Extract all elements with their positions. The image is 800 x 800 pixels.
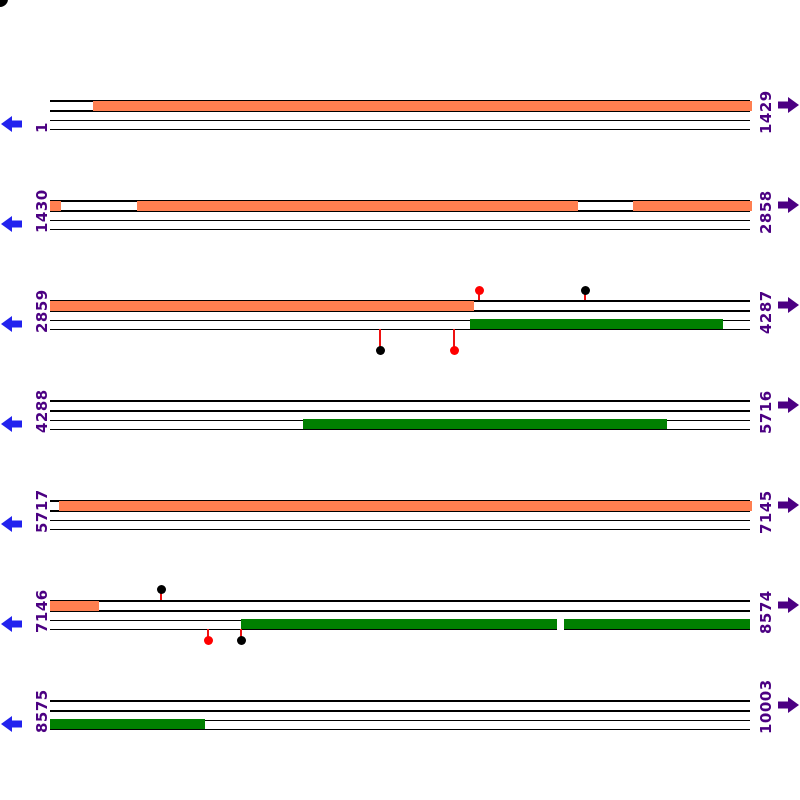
reverse-strand-feature — [470, 319, 723, 329]
forward-strand-feature — [50, 200, 61, 211]
fragment-start-label: 2859 — [33, 289, 51, 333]
site-marker-dot — [203, 635, 213, 645]
track-line — [50, 728, 750, 730]
site-marker-dot — [474, 285, 484, 295]
left-strand-arrow-icon — [1, 116, 22, 132]
fragment-end-label: 2858 — [757, 190, 775, 234]
right-strand-arrow-icon — [778, 297, 799, 313]
site-marker-dot — [156, 584, 166, 594]
right-strand-arrow-icon — [778, 497, 799, 513]
feature-separator — [557, 618, 564, 630]
track-line — [50, 510, 750, 512]
right-strand-arrow-icon — [778, 197, 799, 213]
track-line — [50, 428, 750, 430]
right-strand-arrow-icon — [778, 97, 799, 113]
track-line — [50, 228, 750, 230]
fragment-end-label: 8574 — [757, 590, 775, 634]
track-line — [50, 119, 750, 121]
track-line — [50, 410, 750, 412]
left-strand-arrow-icon — [1, 416, 22, 432]
site-marker-stem — [379, 329, 381, 350]
reverse-strand-feature — [303, 419, 667, 429]
reverse-strand-feature — [241, 619, 750, 629]
forward-strand-feature — [59, 500, 752, 511]
forward-strand-feature — [137, 200, 578, 211]
site-marker-dot — [375, 345, 385, 355]
forward-strand-feature — [50, 600, 99, 611]
track-line — [50, 310, 750, 312]
fragment-end-label: 10003 — [757, 679, 775, 734]
track-line — [50, 719, 750, 721]
fragment-start-label: 5717 — [33, 489, 51, 533]
site-marker-stem — [584, 290, 586, 300]
site-marker-stem — [207, 629, 209, 640]
track-line — [50, 210, 750, 212]
fragment-start-label: 7146 — [33, 589, 51, 633]
track-line — [50, 610, 750, 612]
fragment-start-label: 1 — [33, 122, 51, 133]
track-line — [50, 519, 750, 521]
site-marker-stem — [240, 629, 242, 640]
site-marker-stem — [453, 329, 455, 350]
track-line — [50, 710, 750, 712]
track-line — [50, 319, 750, 321]
track-line — [50, 128, 750, 130]
site-marker-stem — [160, 589, 162, 600]
right-strand-arrow-icon — [778, 397, 799, 413]
site-marker-dot — [580, 285, 590, 295]
track-line — [50, 328, 750, 330]
site-marker-dot — [449, 345, 459, 355]
left-strand-arrow-icon — [1, 216, 22, 232]
forward-strand-feature — [633, 200, 752, 211]
corner-dot — [0, 0, 8, 7]
track-line — [50, 110, 750, 112]
reverse-strand-feature — [50, 719, 205, 729]
right-strand-arrow-icon — [778, 697, 799, 713]
track-line — [50, 600, 750, 602]
fragment-end-label: 1429 — [757, 90, 775, 134]
left-strand-arrow-icon — [1, 616, 22, 632]
track-line — [50, 700, 750, 702]
fragment-start-label: 8575 — [33, 689, 51, 733]
fragment-end-label: 5716 — [757, 390, 775, 434]
left-strand-arrow-icon — [1, 316, 22, 332]
fragment-start-label: 4288 — [33, 389, 51, 433]
track-line — [50, 400, 750, 402]
track-line — [50, 628, 750, 630]
site-marker-stem — [478, 290, 480, 300]
track-line — [50, 219, 750, 221]
forward-strand-feature — [50, 300, 474, 311]
left-strand-arrow-icon — [1, 516, 22, 532]
fragment-end-label: 7145 — [757, 490, 775, 534]
fragment-end-label: 4287 — [757, 290, 775, 334]
track-line — [50, 528, 750, 530]
left-strand-arrow-icon — [1, 716, 22, 732]
forward-strand-feature — [93, 100, 752, 111]
right-strand-arrow-icon — [778, 597, 799, 613]
site-marker-dot — [236, 635, 246, 645]
fragment-start-label: 1430 — [33, 189, 51, 233]
